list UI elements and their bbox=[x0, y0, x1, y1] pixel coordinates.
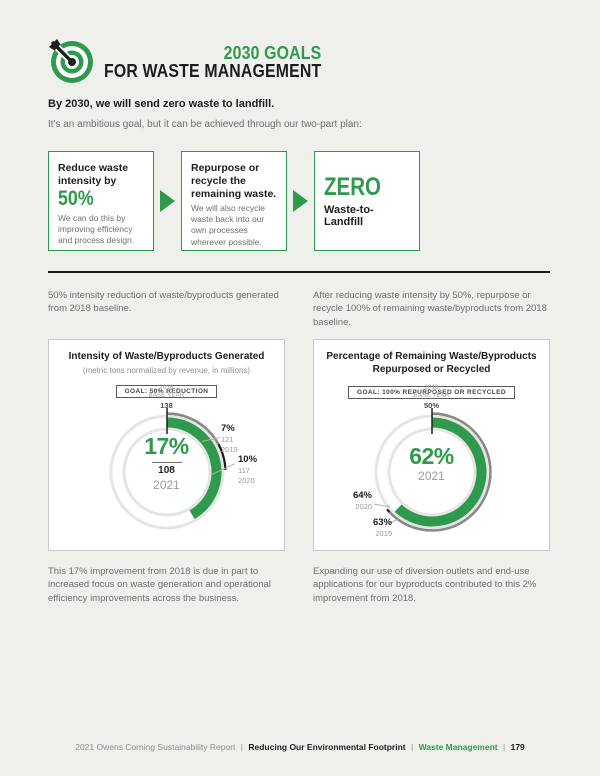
page-header: 2030 GOALS FOR WASTE MANAGEMENT bbox=[48, 38, 550, 85]
arrow-right-icon bbox=[160, 190, 175, 212]
callout-pct: 7% bbox=[221, 423, 235, 434]
plan-box-zero: ZERO Waste-to-Landfill bbox=[314, 151, 420, 251]
baseline-year: 2018 bbox=[424, 385, 439, 391]
baseline-year: 2018 bbox=[159, 385, 174, 391]
baseline-text: BASE YEAR bbox=[148, 392, 185, 399]
column-intensity: 50% intensity reduction of waste/byprodu… bbox=[48, 289, 285, 605]
callout-value: 121 bbox=[221, 435, 234, 445]
plan-box-reduce-highlight: 50% bbox=[58, 186, 94, 210]
chart-title: Percentage of Remaining Waste/Byproducts… bbox=[314, 351, 549, 376]
repurposed-donut-chart bbox=[374, 408, 492, 532]
two-part-plan: Reduce waste intensity by 50% We can do … bbox=[48, 151, 550, 251]
callout-year: 2019 bbox=[375, 529, 392, 539]
baseline-label: 2018 BASE YEAR 138 bbox=[49, 385, 284, 410]
chart-title-line2: Repurposed or Recycled bbox=[372, 363, 491, 375]
goal-columns: 50% intensity reduction of waste/byprodu… bbox=[48, 289, 550, 605]
plan-box-repurpose: Repurpose or recycle the remaining waste… bbox=[181, 151, 287, 251]
footer-section: Reducing Our Environmental Footprint bbox=[248, 742, 406, 752]
intensity-donut-chart bbox=[109, 408, 227, 530]
plan-box-zero-highlight: ZERO bbox=[324, 172, 381, 201]
current-recycled-pct: 62% bbox=[409, 443, 454, 469]
baseline-value: 50% bbox=[423, 401, 439, 410]
repurposed-intro: After reducing waste intensity by 50%, r… bbox=[313, 290, 547, 328]
page-title: 2030 GOALS FOR WASTE MANAGEMENT bbox=[104, 44, 321, 81]
callout-year: 2020 bbox=[238, 476, 255, 486]
footer-subsection: Waste Management bbox=[418, 742, 498, 752]
plan-box-reduce: Reduce waste intensity by 50% We can do … bbox=[48, 151, 154, 251]
footer-separator: | bbox=[410, 742, 414, 752]
current-reduction-pct: 17% bbox=[144, 433, 189, 459]
plan-box-repurpose-body: We will also recycle waste back into our… bbox=[191, 203, 266, 247]
lead-substatement: It's an ambitious goal, but it can be ac… bbox=[48, 119, 362, 130]
intensity-chart-card: Intensity of Waste/Byproducts Generated … bbox=[48, 339, 285, 551]
callout-pct: 63% bbox=[372, 517, 392, 528]
report-page: 2030 GOALS FOR WASTE MANAGEMENT By 2030,… bbox=[48, 38, 550, 605]
goal-chip: GOAL: 50% REDUCTION bbox=[115, 384, 218, 398]
goal-chip: GOAL: 100% REPURPOSED OR RECYCLED bbox=[347, 386, 515, 399]
section-divider bbox=[48, 271, 550, 273]
callout-2019: 7% 121 2019 bbox=[221, 423, 238, 455]
repurposed-note: Expanding our use of diversion outlets a… bbox=[313, 566, 537, 604]
callout-2020: 64% 2020 bbox=[338, 490, 372, 512]
callout-year: 2019 bbox=[221, 445, 238, 455]
baseline-label: 2018 BASE YEAR 50% bbox=[314, 385, 549, 410]
footer-separator: | bbox=[240, 742, 243, 752]
callout-pct: 64% bbox=[352, 490, 372, 501]
callout-year: 2020 bbox=[355, 502, 372, 512]
footer-separator: | bbox=[503, 742, 506, 752]
arrow-right-icon bbox=[293, 190, 308, 212]
intensity-note: This 17% improvement from 2018 is due in… bbox=[48, 566, 271, 604]
footer-page-number: 179 bbox=[510, 742, 525, 752]
divider-line bbox=[151, 462, 182, 463]
plan-box-reduce-title: Reduce waste intensity by bbox=[58, 162, 129, 187]
callout-pct: 10% bbox=[238, 454, 258, 465]
callout-value: 117 bbox=[238, 466, 250, 476]
page-title-line1: 2030 GOALS bbox=[223, 43, 322, 63]
donut-center-label: 17% 108 2021 bbox=[49, 435, 284, 492]
donut-center-label: 62% 2021 bbox=[314, 445, 549, 483]
intensity-intro: 50% intensity reduction of waste/byprodu… bbox=[48, 290, 279, 315]
plan-box-zero-title: Waste-to-Landfill bbox=[324, 203, 374, 228]
chart-title: Intensity of Waste/Byproducts Generated bbox=[68, 351, 265, 362]
lead-statement: By 2030, we will send zero waste to land… bbox=[48, 98, 275, 110]
goal-chip-wrap: GOAL: 100% REPURPOSED OR RECYCLED bbox=[314, 381, 549, 399]
baseline-text: BASE YEAR bbox=[413, 392, 450, 399]
current-year: 2021 bbox=[418, 469, 445, 483]
page-footer: 2021 Owens Corning Sustainability Report… bbox=[0, 742, 600, 752]
repurposed-chart-card: Percentage of Remaining Waste/Byproducts… bbox=[313, 339, 550, 551]
plan-box-reduce-body: We can do this by improving efficiency a… bbox=[58, 212, 135, 245]
column-repurposed: After reducing waste intensity by 50%, r… bbox=[313, 289, 550, 605]
baseline-value: 138 bbox=[160, 401, 173, 410]
callout-2020: 10% 117 2020 bbox=[238, 454, 257, 486]
current-year: 2021 bbox=[153, 478, 180, 492]
footer-report-name: 2021 Owens Corning Sustainability Report bbox=[75, 742, 236, 752]
chart-title-line1: Percentage of Remaining Waste/Byproducts bbox=[326, 351, 537, 362]
goal-target-dart-icon bbox=[49, 39, 93, 83]
goal-chip-wrap: GOAL: 50% REDUCTION bbox=[49, 380, 284, 398]
plan-box-repurpose-title: Repurpose or recycle the remaining waste… bbox=[191, 162, 277, 200]
chart-subtitle: (metric tons normalized by revenue, in m… bbox=[82, 365, 251, 375]
page-title-line2: FOR WASTE MANAGEMENT bbox=[104, 61, 322, 82]
callout-2019: 63% 2019 bbox=[358, 517, 392, 539]
current-value: 108 bbox=[158, 465, 175, 476]
